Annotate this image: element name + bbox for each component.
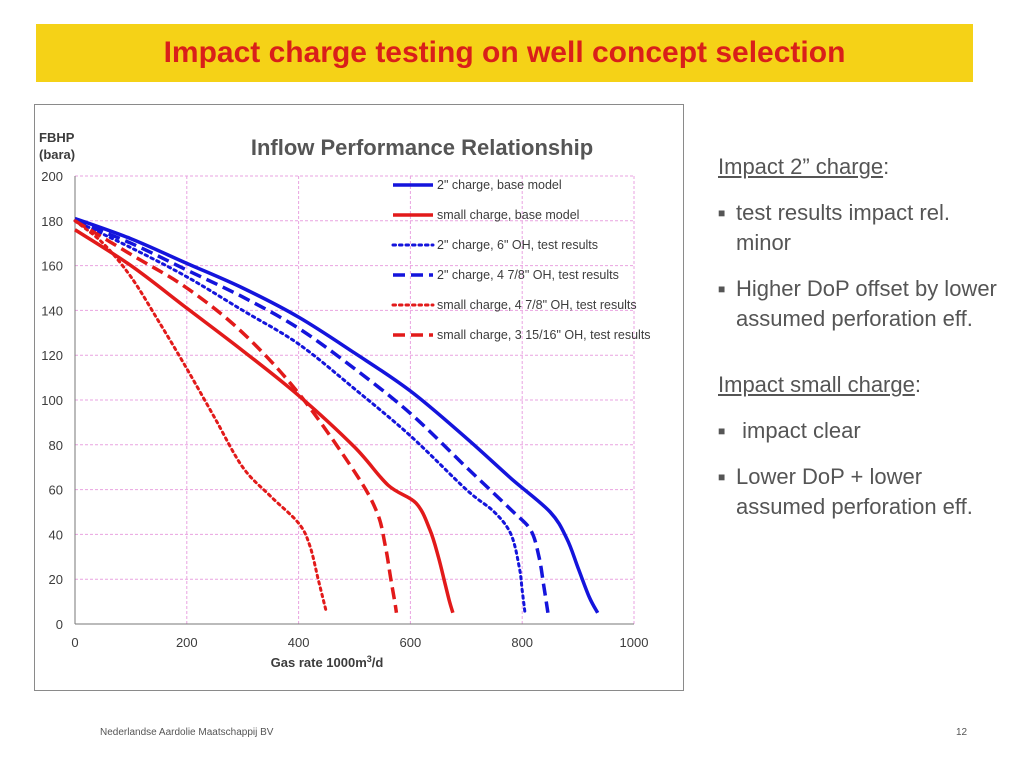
x-tick-label: 600 [400, 635, 422, 650]
section-heading-2in-colon: : [883, 154, 890, 179]
square-bullet-icon: ■ [718, 470, 726, 484]
y-tick-label: 80 [49, 438, 63, 453]
section-heading-small-text: Impact small charge [718, 372, 915, 397]
list-item: ■ Lower DoP + lower assumed perforation … [718, 462, 1008, 522]
y-tick-label: 160 [41, 259, 63, 274]
series-line-4 [74, 219, 550, 614]
y-tick-label: 0 [56, 617, 63, 632]
legend-label: small charge, 4 7/8" OH, test results [437, 298, 637, 312]
x-axis-label-sup: 3 [367, 654, 372, 664]
bullet-text: test results impact rel. minor [736, 200, 950, 255]
series-line-5 [73, 219, 329, 615]
footer-company: Nederlandse Aardolie Maatschappij BV [100, 727, 274, 738]
series-line-1 [74, 216, 600, 614]
legend-label: 2" charge, 6" OH, test results [437, 238, 598, 252]
y-tick-label: 140 [41, 303, 63, 318]
y-tick-label: 120 [41, 348, 63, 363]
x-axis-label-tail: /d [372, 655, 384, 670]
title-bar: Impact charge testing on well concept se… [36, 24, 973, 82]
y-tick-label: 180 [41, 214, 63, 229]
list-item: ■ test results impact rel. minor [718, 198, 1008, 258]
bullet-text: impact clear [736, 418, 861, 443]
bullet-text: Lower DoP + lower assumed perforation ef… [736, 464, 973, 519]
grid-lines [75, 175, 635, 624]
y-axis-label-line2: (bara) [39, 147, 75, 162]
series-lines [73, 216, 600, 615]
square-bullet-icon: ■ [718, 424, 726, 438]
series-line-2 [74, 228, 455, 614]
list-item: ■ impact clear [718, 416, 1008, 446]
x-tick-label: 400 [288, 635, 310, 650]
y-tick-label: 60 [49, 483, 63, 498]
y-tick-labels: 0 20 40 60 80 100 120 140 160 180 200 [41, 169, 63, 632]
chart-frame: Inflow Performance Relationship FBHP (ba… [34, 104, 684, 691]
ipr-chart: Inflow Performance Relationship FBHP (ba… [39, 130, 651, 670]
bullet-text: Higher DoP offset by lower assumed perfo… [736, 276, 997, 331]
legend: 2" charge, base model small charge, base … [391, 178, 651, 342]
x-axis-label: Gas rate 1000m3/d [271, 654, 384, 670]
x-axis-label-main: Gas rate 1000m [271, 655, 367, 670]
x-tick-label: 200 [176, 635, 198, 650]
square-bullet-icon: ■ [718, 282, 726, 296]
y-tick-label: 200 [41, 169, 63, 184]
slide-title: Impact charge testing on well concept se… [163, 36, 846, 69]
x-tick-label: 0 [71, 635, 78, 650]
y-tick-label: 40 [49, 527, 63, 542]
notes-panel: Impact 2” charge: ■ test results impact … [718, 152, 1008, 538]
legend-label: small charge, base model [437, 208, 579, 222]
x-tick-label: 1000 [620, 635, 649, 650]
x-tick-labels: 0 200 400 600 800 1000 [71, 635, 648, 650]
legend-label: 2" charge, 4 7/8" OH, test results [437, 268, 619, 282]
axes [74, 176, 634, 625]
list-item: ■ Higher DoP offset by lower assumed per… [718, 274, 1008, 334]
square-bullet-icon: ■ [718, 206, 726, 220]
x-tick-label: 800 [511, 635, 533, 650]
series-line-6 [74, 219, 399, 614]
series-line-3 [73, 219, 527, 615]
legend-label: small charge, 3 15/16" OH, test results [437, 328, 651, 342]
page-number: 12 [956, 727, 968, 738]
y-axis-label-line1: FBHP [39, 130, 75, 145]
section-heading-2in-text: Impact 2” charge [718, 154, 884, 179]
y-tick-label: 100 [41, 393, 63, 408]
section-heading-small-colon: : [914, 372, 921, 397]
y-tick-label: 20 [49, 572, 63, 587]
legend-label: 2" charge, base model [437, 178, 562, 192]
section-heading-small: Impact small charge: [718, 370, 1008, 400]
section-heading-2in: Impact 2” charge: [718, 152, 1008, 182]
chart-title: Inflow Performance Relationship [251, 135, 593, 160]
